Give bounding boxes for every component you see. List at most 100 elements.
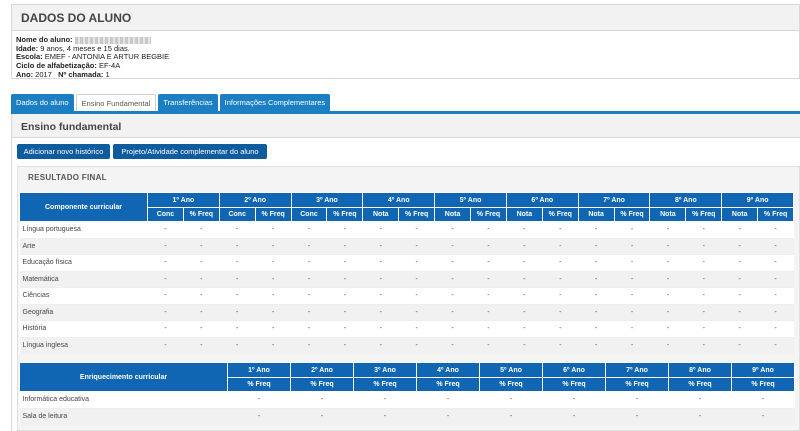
tab-ensino-fundamental[interactable]: Ensino Fundamental [75,94,157,111]
grade-cell: - [685,303,722,321]
grade-cell: - [219,320,256,337]
grade-cell: - [470,270,507,288]
frequency-cell: - [479,391,543,408]
grade-cell: - [434,221,471,238]
frequency-cell: - [290,391,354,408]
tab-transferencias[interactable]: Transferências [158,94,218,111]
frequency-cell: - [668,391,732,408]
grade-cell: - [470,237,507,255]
grade-cell: - [291,254,327,271]
grade-cell: - [183,270,220,288]
grade-cell: - [614,221,650,238]
year-header: 1º Ano [147,192,220,208]
year-header: 5º Ano [434,192,507,208]
subcolumn-header: % Freq [479,377,543,392]
grade-cell: - [685,270,722,288]
grade-cell: - [183,320,220,337]
grade-cell: - [470,287,507,304]
grade-cell: - [578,320,615,337]
grade-cell: - [219,270,256,288]
grade-cell: - [147,287,184,304]
school-value: EMEF - ANTONIA E ARTUR BEGBIE [44,52,170,62]
grade-cell: - [362,221,399,238]
grade-cell: - [398,270,435,288]
frequency-cell: - [416,391,480,408]
tab-informacoes-complementares[interactable]: Informações Complementares [219,94,331,111]
grade-cell: - [183,254,220,271]
frequency-cell: - [605,407,669,425]
enrichment-activity-name: Informática educativa [19,391,228,408]
grade-cell: - [649,336,686,354]
subcolumn-header: Nota [362,207,400,222]
add-history-button[interactable]: Adicionar novo histórico [17,144,110,159]
frequency-cell: - [668,407,732,425]
grade-cell: - [183,221,220,238]
grade-cell: - [434,254,471,271]
year-header: 4º Ano [362,192,436,208]
grade-cell: - [542,237,579,255]
final-result-table: Componente curricular 1º Ano 2º Ano 3º Ano 4… [19,192,795,354]
table-row: Língua inglesa - - - - - - - - - - - - - - - - - - [19,336,794,354]
grade-cell: - [434,303,471,321]
year-header: 5º Ano [479,362,543,378]
student-info: Nome do aluno: Idade: 9 anos, 4 meses e … [12,31,799,80]
subject-name: Educação física [19,254,148,271]
grade-cell: - [326,303,363,321]
grade-cell: - [147,237,184,255]
grade-cell: - [362,270,399,288]
subcolumn-header: % Freq [326,207,364,222]
table-row: Educação física - - - - - - - - - - - - - - - - - - [19,254,794,271]
year-header: 6º Ano [542,362,606,378]
subcolumn-header: % Freq [353,377,417,392]
grade-cell: - [470,336,507,354]
grade-cell: - [757,237,794,255]
grade-cell: - [291,237,327,255]
result-title: RESULTADO FINAL [28,173,107,182]
frequency-cell: - [290,407,354,425]
cycle-label: Ciclo de alfabetização: [16,61,97,71]
grade-cell: - [434,320,471,337]
frequency-cell: - [542,391,606,408]
grade-cell: - [398,221,435,238]
frequency-cell: - [227,391,291,408]
grade-cell: - [685,221,722,238]
subcolumn-header: % Freq [605,377,669,392]
grade-cell: - [542,320,579,337]
school-line: Escola: EMEF - ANTONIA E ARTUR BEGBIE [16,53,795,62]
table-row: Arte - - - - - - - - - - - - - - - - - - [19,237,794,255]
complementary-activity-button[interactable]: Projeto/Atividade complementar do aluno [113,144,267,159]
subcolumn-header: % Freq [613,207,651,222]
grade-cell: - [685,237,722,255]
grade-cell: - [685,254,722,271]
grade-cell: - [614,237,650,255]
subcolumn-header: % Freq [731,377,795,392]
year-line: Ano: 2017 Nº chamada: 1 [16,70,795,80]
grade-cell: - [255,237,292,255]
table-row: Informática educativa - - - - - - - - - [19,391,795,408]
grade-cell: - [434,237,471,255]
grade-cell: - [649,221,686,238]
year-header: 3º Ano [353,362,417,378]
grade-cell: - [721,221,758,238]
age-value: 9 anos, 4 meses e 15 dias. [40,43,130,53]
grade-cell: - [147,303,184,321]
grade-cell: - [219,254,256,271]
subcolumn-header: % Freq [398,207,436,222]
student-data-box: DADOS DO ALUNO Nome do aluno: Idade: 9 a… [11,4,800,79]
tab-dados-do-aluno[interactable]: Dados do aluno [11,94,74,111]
grade-cell: - [291,221,327,238]
grade-cell: - [255,336,292,354]
grade-cell: - [757,320,794,337]
grade-cell: - [578,221,615,238]
grade-cell: - [147,336,184,354]
subcolumn-header: Nota [505,207,543,222]
year-header: 8º Ano [649,192,723,208]
year-header: 8º Ano [668,362,732,378]
frequency-cell: - [605,391,669,408]
grade-cell: - [578,287,615,304]
frequency-cell: - [542,407,606,425]
frequency-cell: - [353,407,417,425]
year-header: 9º Ano [731,362,795,378]
grade-cell: - [721,254,758,271]
year-header: 9º Ano [721,192,795,208]
